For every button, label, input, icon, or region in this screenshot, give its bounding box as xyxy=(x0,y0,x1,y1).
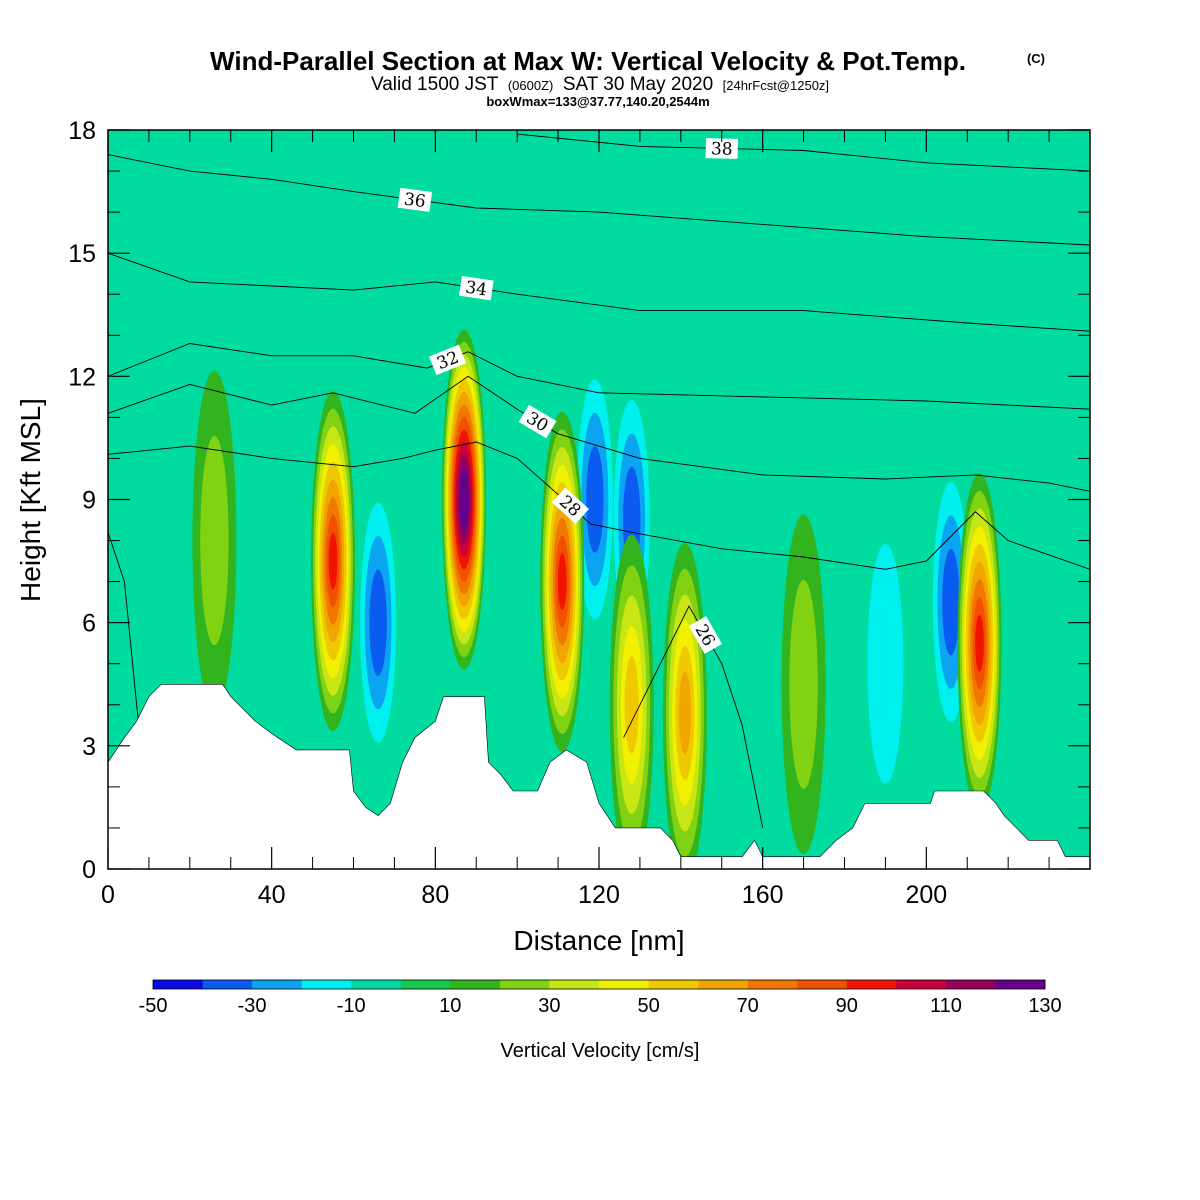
colorbar-swatch xyxy=(202,980,253,989)
downdraft-plume xyxy=(360,502,397,743)
colorbar-swatch xyxy=(400,980,451,989)
valid-utc: (0600Z) xyxy=(508,78,554,93)
colorbar-swatch xyxy=(698,980,749,989)
colorbar-tick-label: -10 xyxy=(337,995,366,1017)
copyright-mark: (C) xyxy=(1027,51,1045,66)
updraft-plume xyxy=(957,473,1002,814)
velocity-band xyxy=(328,532,338,590)
contour-label: 38 xyxy=(705,138,739,160)
updraft-plume xyxy=(311,391,355,732)
colorbar-swatch xyxy=(351,980,402,989)
x-tick-label: 160 xyxy=(742,881,784,909)
colorbar-swatch xyxy=(846,980,897,989)
valid-date: SAT 30 May 2020 xyxy=(563,74,713,95)
contour-label: 34 xyxy=(458,275,494,301)
colorbar-tick-label: 90 xyxy=(836,995,858,1017)
x-tick-label: 40 xyxy=(258,881,286,909)
colorbar-tick-label: 30 xyxy=(538,995,560,1017)
colorbar: -50 -30 -10 10 30 50 70 90 110 130 xyxy=(139,979,1062,1017)
boxwmax-label: boxWmax=133@37.77,140.20,2544m xyxy=(486,94,709,109)
x-axis-label: Distance [nm] xyxy=(513,925,684,956)
downdraft-plume xyxy=(576,379,613,620)
downdraft-plume xyxy=(867,543,904,784)
velocity-band xyxy=(975,614,984,672)
velocity-band xyxy=(200,435,229,646)
y-tick-label: 6 xyxy=(82,610,96,638)
colorbar-swatch xyxy=(252,980,303,989)
y-tick-label: 12 xyxy=(68,363,96,391)
forecast-info: [24hrFcst@1250z] xyxy=(723,78,829,93)
colorbar-tick-label: -50 xyxy=(139,995,168,1017)
velocity-field xyxy=(192,329,1002,869)
colorbar-swatch xyxy=(896,980,947,989)
velocity-band xyxy=(369,569,387,676)
contour-label-text: 38 xyxy=(711,139,733,160)
velocity-band xyxy=(586,446,604,553)
x-tick-label: 200 xyxy=(905,881,947,909)
contour-label-text: 36 xyxy=(403,189,427,212)
colorbar-swatch xyxy=(995,980,1046,989)
updraft-plume xyxy=(781,514,826,855)
colorbar-tick-label: 110 xyxy=(930,995,962,1017)
updraft-plume xyxy=(540,411,585,752)
terrain xyxy=(108,684,1090,869)
velocity-band xyxy=(557,553,567,610)
updraft-plume xyxy=(192,370,237,711)
contour-label: 32 xyxy=(429,344,467,376)
velocity-band xyxy=(678,671,692,755)
velocity-band xyxy=(460,479,468,520)
updraft-plume xyxy=(609,534,654,869)
y-tick-label: 3 xyxy=(82,733,96,761)
x-tick-label: 0 xyxy=(101,881,115,909)
y-axis-label: Height [Kft MSL] xyxy=(15,398,46,602)
colorbar-swatch xyxy=(945,980,996,989)
colorbar-swatch xyxy=(549,980,600,989)
colorbar-swatch xyxy=(153,980,204,989)
valid-line: Valid 1500 JST (0600Z) SAT 30 May 2020 [… xyxy=(371,74,829,95)
colorbar-swatch xyxy=(301,980,352,989)
x-tick-label: 80 xyxy=(421,881,449,909)
colorbar-swatch xyxy=(450,980,501,989)
colorbar-swatch xyxy=(797,980,848,989)
colorbar-tick-label: 130 xyxy=(1028,995,1061,1017)
updraft-plume xyxy=(662,543,707,869)
updraft-plume xyxy=(442,329,486,670)
velocity-band xyxy=(867,543,904,784)
velocity-band xyxy=(942,548,960,656)
x-tick-label: 120 xyxy=(578,881,620,909)
colorbar-frame xyxy=(152,979,1046,990)
y-tick-label: 18 xyxy=(68,117,96,145)
y-tick-label: 15 xyxy=(68,240,96,268)
y-tick-label: 9 xyxy=(82,487,96,515)
colorbar-tick-label: 10 xyxy=(439,995,461,1017)
theta-contour-32 xyxy=(108,343,1090,410)
colorbar-swatch xyxy=(648,980,699,989)
colorbar-tick-label: -30 xyxy=(238,995,267,1017)
colorbar-swatch xyxy=(747,980,798,989)
y-tick-label: 0 xyxy=(82,856,96,884)
chart-title: Wind-Parallel Section at Max W: Vertical… xyxy=(210,46,966,76)
colorbar-label: Vertical Velocity [cm/s] xyxy=(501,1040,700,1062)
theta-contour-36 xyxy=(108,154,1090,246)
velocity-band xyxy=(624,656,639,754)
colorbar-tick-label: 50 xyxy=(637,995,659,1017)
velocity-band xyxy=(789,579,818,789)
valid-prefix: Valid 1500 JST xyxy=(371,74,499,95)
colorbar-swatch xyxy=(599,980,650,989)
colorbar-swatch xyxy=(499,980,550,989)
contour-label-text: 34 xyxy=(464,278,488,301)
contour-label: 36 xyxy=(397,187,433,212)
colorbar-tick-label: 70 xyxy=(737,995,759,1017)
